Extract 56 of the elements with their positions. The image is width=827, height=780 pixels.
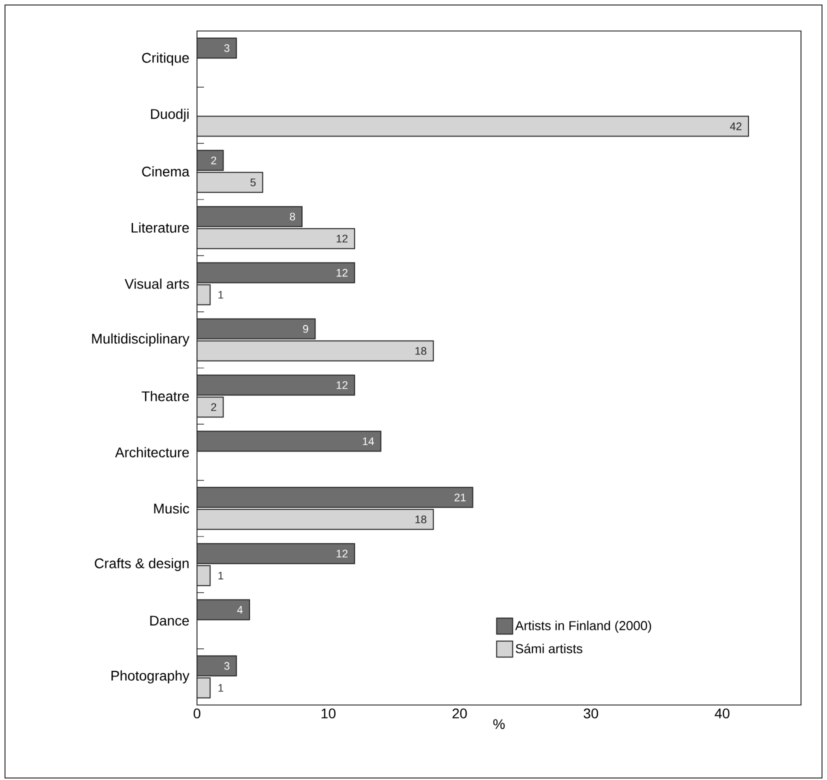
- bar: [197, 599, 250, 620]
- y-tick-label: Visual arts: [124, 278, 189, 289]
- bar: [197, 172, 264, 193]
- bar: [197, 340, 434, 362]
- bar: [197, 655, 237, 676]
- x-tick-label: 30: [584, 708, 598, 718]
- data-label: 1: [218, 290, 224, 299]
- y-tick-label: Dance: [150, 616, 189, 626]
- legend-label: Artists in Finland (2000): [515, 620, 652, 633]
- bar: [197, 206, 303, 228]
- x-tick-label: 20: [452, 708, 467, 718]
- y-tick-label: Multidisciplinary: [92, 333, 190, 346]
- y-tick-label: Critique: [142, 52, 189, 66]
- data-label: 5: [250, 178, 256, 186]
- data-label: 8: [290, 212, 296, 220]
- bar: [197, 150, 224, 171]
- y-tick-label: Music: [154, 503, 190, 514]
- y-tick-label: Literature: [132, 222, 189, 233]
- data-label: 4: [237, 606, 243, 614]
- data-label: 3: [224, 662, 230, 670]
- bar: [197, 374, 356, 396]
- bar: [197, 228, 356, 250]
- bar: [197, 38, 237, 59]
- bar: [197, 430, 382, 452]
- data-label: 21: [454, 494, 466, 502]
- bar: [197, 543, 356, 564]
- y-tick-label: Duodji: [151, 108, 189, 122]
- y-tick-label: Theatre: [142, 390, 189, 402]
- x-tick-label: 0: [194, 708, 200, 718]
- y-tick-label: Cinema: [142, 166, 190, 177]
- data-label: 12: [336, 268, 348, 277]
- data-label: 1: [218, 572, 224, 580]
- bar: [197, 508, 434, 530]
- data-label: 3: [224, 44, 230, 52]
- data-label: 1: [218, 684, 224, 692]
- data-label: 12: [336, 381, 348, 389]
- bar: [197, 262, 356, 284]
- data-label: 18: [415, 516, 426, 524]
- x-tick-label: 10: [322, 708, 336, 718]
- data-label: 14: [362, 437, 374, 446]
- bar: [197, 318, 316, 340]
- data-label: 12: [336, 234, 348, 242]
- y-tick-label: Architecture: [115, 447, 189, 458]
- x-axis-title: %: [493, 719, 505, 729]
- y-tick-label: Photography: [112, 670, 190, 684]
- bar: [197, 116, 749, 137]
- bar: [197, 486, 474, 508]
- data-label: 9: [303, 325, 308, 333]
- data-label: 18: [415, 347, 426, 355]
- data-label: 2: [211, 156, 216, 164]
- y-tick-label: Crafts & design: [94, 558, 189, 572]
- data-label: 12: [336, 550, 348, 558]
- legend-label: Sámi artists: [516, 644, 582, 654]
- data-label: 2: [211, 403, 216, 411]
- data-label: 42: [730, 122, 742, 130]
- x-tick-label: 40: [714, 708, 730, 718]
